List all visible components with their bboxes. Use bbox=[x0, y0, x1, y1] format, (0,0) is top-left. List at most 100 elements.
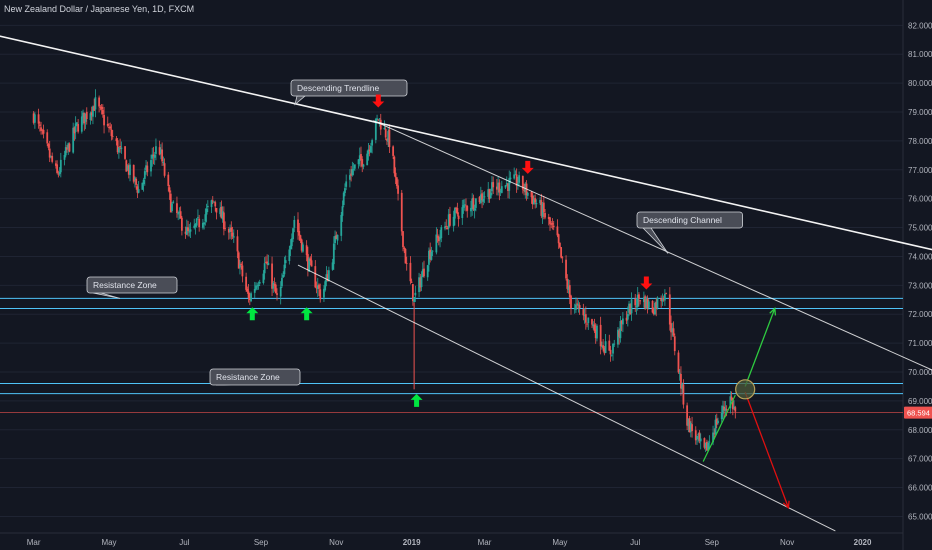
candle-body bbox=[387, 131, 390, 142]
candle-body bbox=[509, 177, 512, 180]
candle-body bbox=[178, 212, 181, 213]
candle-body bbox=[707, 442, 710, 451]
x-tick-label: Mar bbox=[27, 538, 41, 547]
candle-body bbox=[644, 296, 647, 309]
candle-body bbox=[526, 192, 529, 196]
candle-body bbox=[465, 205, 467, 207]
candle-body bbox=[267, 262, 270, 266]
x-tick-label: Mar bbox=[478, 538, 492, 547]
candle-body bbox=[331, 262, 334, 270]
candle-body bbox=[677, 352, 680, 373]
candle-body bbox=[90, 112, 93, 116]
candle-body bbox=[518, 175, 521, 183]
candle-body bbox=[577, 304, 580, 306]
candle-body bbox=[74, 123, 77, 132]
candle-body bbox=[369, 146, 372, 153]
candle-body bbox=[642, 297, 645, 302]
candle-body bbox=[59, 159, 62, 173]
candle-body bbox=[297, 219, 299, 233]
candle-body bbox=[213, 201, 215, 203]
candle-body bbox=[151, 154, 154, 159]
candle-body bbox=[310, 260, 313, 267]
candle-body bbox=[452, 216, 455, 227]
x-tick-label: Nov bbox=[780, 538, 794, 547]
candle-body bbox=[498, 182, 501, 193]
candle-body bbox=[507, 183, 509, 191]
candle-body bbox=[567, 286, 570, 290]
candle-body bbox=[298, 230, 301, 236]
candle-body bbox=[273, 284, 276, 287]
candle-body bbox=[368, 149, 371, 152]
candle-body bbox=[437, 237, 440, 242]
y-tick-label: 71.000 bbox=[908, 339, 932, 348]
candle-body bbox=[271, 263, 273, 289]
candle-body bbox=[395, 177, 398, 186]
candle-body bbox=[663, 293, 666, 301]
candle-body bbox=[505, 183, 508, 185]
candle-body bbox=[229, 228, 231, 232]
candle-body bbox=[435, 234, 438, 253]
candle-body bbox=[272, 282, 275, 289]
last-price-label: 68.594 bbox=[907, 409, 930, 418]
candle-body bbox=[376, 118, 378, 120]
candle-body bbox=[145, 165, 147, 171]
candle-body bbox=[262, 273, 265, 284]
candle-body bbox=[89, 113, 92, 121]
y-tick-label: 70.000 bbox=[908, 368, 932, 377]
candle-body bbox=[423, 268, 425, 277]
candle-body bbox=[82, 112, 84, 118]
candle-body bbox=[231, 232, 234, 237]
candle-body bbox=[38, 124, 41, 126]
x-tick-label: Sep bbox=[254, 538, 269, 547]
candle-body bbox=[220, 206, 223, 219]
candle-body bbox=[336, 234, 339, 241]
descending-trendline bbox=[0, 35, 932, 251]
candle-body bbox=[204, 214, 207, 222]
x-tick-label: Sep bbox=[705, 538, 720, 547]
y-tick-label: 69.000 bbox=[908, 397, 932, 406]
candle-body bbox=[651, 300, 654, 313]
candle-body bbox=[418, 277, 420, 293]
candle-body bbox=[224, 227, 227, 229]
candle-body bbox=[430, 252, 433, 260]
chart-title: New Zealand Dollar / Japanese Yen, 1D, F… bbox=[4, 4, 195, 14]
projection-up-arrow-head bbox=[769, 307, 777, 316]
candle-body bbox=[263, 263, 266, 274]
candle-body bbox=[488, 189, 491, 200]
candle-body bbox=[715, 418, 718, 425]
candle-body bbox=[309, 258, 312, 262]
candle-body bbox=[635, 305, 638, 307]
candle-body bbox=[455, 207, 458, 209]
candle-body bbox=[371, 140, 374, 146]
candle-body bbox=[723, 406, 726, 411]
candle-body bbox=[236, 236, 239, 252]
candle-body bbox=[237, 252, 240, 269]
candle-body bbox=[324, 281, 327, 291]
candle-body bbox=[106, 124, 109, 126]
candle-body bbox=[678, 372, 681, 374]
candle-body bbox=[187, 227, 189, 232]
candle-body bbox=[680, 373, 682, 389]
candle-body bbox=[127, 165, 130, 175]
candle-body bbox=[33, 114, 36, 123]
candle-body bbox=[255, 285, 257, 290]
callout-pointer bbox=[642, 227, 669, 254]
candle-body bbox=[274, 284, 277, 294]
candle-body bbox=[153, 154, 156, 158]
candle-body bbox=[478, 196, 481, 203]
candle-body bbox=[120, 147, 123, 149]
callout-box bbox=[290, 79, 408, 97]
candle-body bbox=[560, 247, 563, 258]
candle-body bbox=[466, 206, 469, 211]
candle-body bbox=[603, 347, 606, 354]
candle-body bbox=[636, 294, 639, 308]
candle-body bbox=[504, 185, 507, 188]
candle-body bbox=[613, 343, 616, 345]
candle-body bbox=[541, 204, 544, 217]
candle-body bbox=[180, 217, 183, 231]
candle-body bbox=[80, 116, 83, 132]
y-tick-label: 75.000 bbox=[908, 224, 932, 233]
candle-body bbox=[142, 179, 145, 185]
candle-body bbox=[591, 319, 593, 325]
